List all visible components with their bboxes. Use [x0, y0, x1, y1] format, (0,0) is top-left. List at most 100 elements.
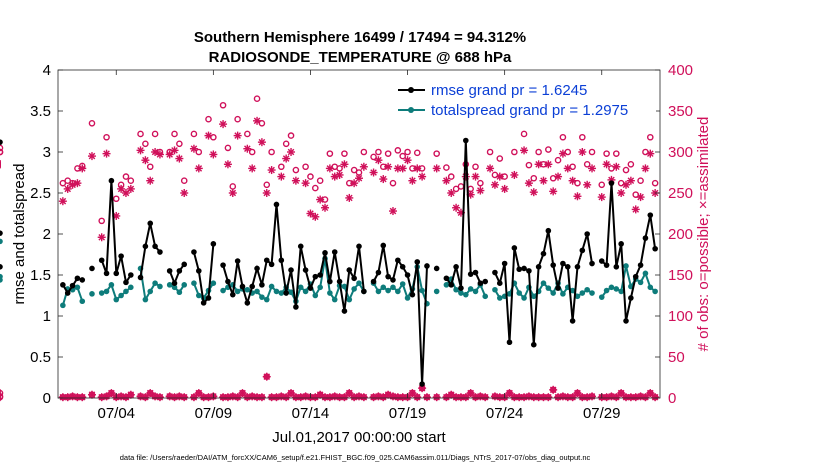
y-tick-label-right: 300 — [668, 144, 693, 161]
obs-assimilated-marker — [641, 393, 650, 402]
spread-point — [433, 288, 440, 295]
obs-assimilated-marker — [549, 187, 558, 196]
spread-point — [496, 295, 503, 301]
y-tick-label-left: 4 — [43, 62, 51, 79]
rmse-point — [545, 227, 552, 234]
obs-assimilated-marker — [355, 174, 363, 183]
spread-point — [0, 277, 3, 283]
obs-assimilated-marker — [602, 160, 611, 169]
rmse-point — [652, 245, 658, 252]
rmse-point — [98, 257, 105, 264]
obs-assimilated-marker — [413, 393, 422, 402]
chart-title: Southern Hemisphere 16499 / 17494 = 94.3… — [194, 29, 526, 46]
rmse-point — [385, 273, 391, 280]
obs-possible-marker — [180, 177, 188, 184]
obs-assimilated-marker — [588, 164, 597, 173]
rmse-point — [195, 268, 202, 274]
spread-point — [288, 289, 294, 296]
obs-assimilated-marker — [379, 175, 388, 184]
spread-point — [273, 288, 280, 295]
obs-assimilated-marker — [243, 144, 252, 153]
obs-assimilated-marker — [631, 393, 640, 402]
obs-assimilated-marker — [539, 176, 548, 185]
y-tick-label-left: 0 — [43, 390, 51, 407]
obs-assimilated-marker — [622, 393, 631, 402]
obs-possible-marker — [127, 177, 135, 184]
obs-assimilated-marker — [500, 184, 509, 193]
spread-point — [79, 298, 86, 305]
rmse-point — [390, 277, 396, 283]
obs-possible-marker — [525, 161, 533, 169]
spread-point — [463, 291, 469, 298]
obs-assimilated-marker — [78, 393, 87, 402]
rmse-point — [297, 243, 304, 250]
obs-assimilated-marker — [296, 393, 305, 402]
rmse-point — [467, 271, 474, 277]
spread-point — [346, 296, 353, 303]
spread-point — [506, 291, 513, 297]
spread-point — [98, 290, 105, 296]
rmse-point — [380, 242, 387, 249]
rmse-point — [302, 267, 309, 273]
rmse-point — [225, 278, 231, 285]
rmse-point — [404, 272, 411, 278]
obs-assimilated-marker — [253, 116, 262, 125]
rmse-point — [191, 249, 197, 255]
obs-assimilated-marker — [58, 197, 67, 206]
spread-point — [113, 296, 120, 303]
obs-possible-marker — [151, 130, 159, 138]
spread-point — [521, 295, 527, 301]
rmse-point — [152, 243, 158, 250]
obs-possible-marker — [443, 164, 450, 171]
obs-assimilated-marker — [228, 189, 237, 197]
legend-rmse-marker — [408, 87, 414, 93]
rmse-point — [496, 280, 503, 287]
obs-possible-marker — [511, 148, 518, 156]
rmse-point — [234, 258, 241, 264]
spread-point — [618, 288, 624, 295]
spread-point — [259, 294, 265, 300]
obs-possible-marker — [229, 183, 237, 190]
legend-spread-label: totalspread grand pr = 1.2975 — [431, 102, 628, 119]
obs-assimilated-marker — [617, 389, 626, 398]
rmse-point — [331, 249, 338, 255]
y-tick-label-right: 150 — [668, 267, 693, 284]
legend-background — [394, 80, 656, 120]
rmse-point — [336, 278, 343, 285]
obs-assimilated-marker — [388, 207, 397, 216]
rmse-point — [477, 280, 484, 287]
obs-assimilated-marker — [432, 164, 441, 173]
rmse-point — [89, 265, 95, 272]
obs-possible-marker — [370, 153, 377, 161]
rmse-point — [399, 264, 406, 270]
rmse-point — [642, 235, 649, 241]
spread-point — [312, 292, 319, 299]
obs-assimilated-marker — [476, 186, 485, 195]
obs-assimilated-marker — [335, 170, 344, 179]
obs-assimilated-marker — [126, 184, 135, 193]
obs-possible-marker — [205, 115, 212, 123]
obs-assimilated-marker — [549, 385, 558, 394]
rmse-point — [239, 283, 246, 290]
obs-assimilated-marker — [554, 393, 563, 402]
spread-point — [579, 290, 586, 296]
obs-assimilated-marker — [563, 164, 572, 173]
obs-assimilated-marker — [452, 393, 461, 402]
y-axis-label-right: # of obs: o=possible; ×=assimilated — [695, 117, 712, 352]
obs-possible-marker — [59, 179, 67, 187]
spread-point — [351, 286, 357, 292]
obs-possible-marker — [0, 393, 4, 401]
rmse-point — [443, 275, 450, 282]
axes: 0 0.5 1 1.5 2 2.5 3 3.5 4 0 50 100 150 200 250 300 350 40… — [30, 62, 693, 422]
spread-point — [220, 287, 226, 294]
obs-assimilated-marker — [219, 120, 228, 129]
obs-assimilated-marker — [597, 193, 606, 202]
chart-subtitle: RADIOSONDE_TEMPERATURE @ 688 hPa — [209, 49, 512, 66]
obs-assimilated-marker — [311, 212, 320, 221]
obs-assimilated-marker — [510, 170, 519, 179]
obs-possible-marker — [520, 130, 528, 138]
spread-point — [210, 280, 217, 287]
spread-point — [385, 287, 391, 294]
obs-assimilated-marker — [87, 390, 96, 399]
rmse-point — [448, 282, 455, 288]
